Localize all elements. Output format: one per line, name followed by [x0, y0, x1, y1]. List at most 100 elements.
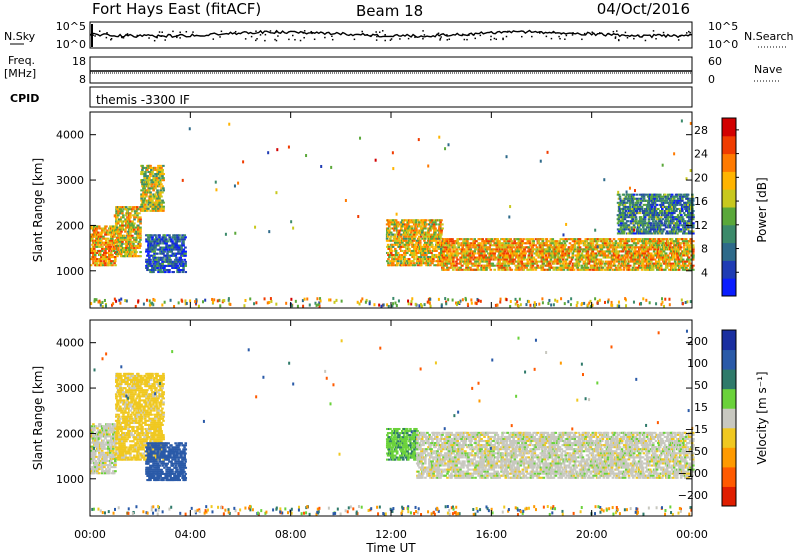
nsearch-dot: [94, 35, 96, 37]
echo-cell: [440, 234, 443, 236]
echo-cell: [435, 254, 438, 256]
echo-cell: [557, 252, 560, 254]
echo-cell: [184, 265, 187, 267]
nsearch-dot: [106, 32, 108, 34]
echo-cell: [420, 236, 423, 238]
echo-cell: [162, 177, 165, 179]
echo-region: [90, 225, 117, 266]
echo-cell: [595, 257, 598, 259]
echo-cell: [485, 267, 488, 269]
echo-cell: [125, 214, 128, 216]
echo-cell: [662, 230, 665, 232]
echo-cell: [505, 259, 508, 261]
echo-cell: [498, 244, 501, 246]
nsearch-dot: [468, 34, 470, 36]
echo-cell: [121, 212, 124, 214]
echo-cell: [624, 212, 627, 214]
echo-cell: [434, 248, 437, 250]
echo-cell: [597, 240, 600, 242]
echo-cell: [396, 244, 399, 246]
nsearch-dot: [276, 31, 278, 32]
nsky-tick-bottom: 10^0: [56, 38, 86, 51]
echo-cell: [606, 240, 609, 242]
echo-cell: [586, 265, 589, 267]
nsearch-dot: [255, 30, 257, 32]
echo-cell: [478, 263, 481, 265]
echo-cell: [168, 257, 171, 259]
echo-cell: [113, 262, 116, 264]
echo-cell: [658, 257, 661, 259]
echo-cell: [628, 240, 631, 242]
echo-cell: [128, 222, 131, 224]
echo-cell: [638, 259, 641, 261]
echo-cell: [156, 189, 159, 191]
echo-cell: [104, 250, 107, 252]
echo-cell: [117, 214, 120, 216]
echo-cell: [678, 263, 681, 265]
echo-cell: [477, 269, 480, 271]
echo-cell: [650, 252, 653, 254]
nsearch-dot: [447, 39, 449, 41]
echo-cell: [433, 234, 436, 236]
echo-cell: [562, 261, 565, 263]
echo-cell: [456, 250, 459, 252]
echo-cell: [134, 253, 137, 255]
echo-cell: [163, 251, 166, 253]
echo-cell: [569, 242, 572, 244]
echo-cell: [132, 225, 135, 227]
echo-cell: [144, 173, 147, 175]
nsearch-dot: [277, 35, 279, 37]
nsearch-dot: [584, 33, 586, 35]
nsearch-dot: [391, 38, 393, 40]
echo-cell: [541, 254, 544, 256]
echo-cell: [527, 246, 530, 248]
date-label: 04/Oct/2016: [597, 0, 690, 18]
echo-cell: [563, 246, 566, 248]
nsky-tick-right-top: 10^5: [708, 20, 738, 33]
echo-cell: [536, 265, 539, 267]
echo-cell: [104, 227, 107, 229]
echo-cell: [572, 267, 575, 269]
echo-cell: [160, 167, 163, 169]
echo-cell: [504, 265, 507, 267]
echo-cell: [133, 247, 136, 249]
echo-cell: [429, 230, 432, 232]
echo-cell: [397, 262, 400, 264]
echo-cell: [184, 247, 187, 249]
echo-cell: [180, 259, 183, 261]
nsearch-dot: [255, 40, 257, 42]
echo-cell: [452, 261, 455, 263]
echo-cell: [483, 246, 486, 248]
echo-cell: [404, 246, 407, 248]
echo-cell: [397, 221, 400, 223]
echo-cell: [177, 267, 180, 269]
echo-cell: [105, 240, 108, 242]
echo-cell: [183, 259, 186, 261]
echo-cell: [619, 198, 622, 200]
echo-cell: [636, 210, 639, 212]
echo-cell: [560, 261, 563, 263]
echo-cell: [96, 246, 99, 248]
cpid-text: themis -3300 IF: [96, 93, 190, 107]
echo-cell: [634, 248, 637, 250]
echo-cell: [184, 236, 187, 238]
nsearch-dot: [256, 38, 258, 40]
echo-cell: [628, 226, 631, 228]
echo-cell: [488, 261, 491, 263]
echo-cell: [562, 259, 565, 261]
echo-cell: [168, 236, 171, 238]
nsearch-dot: [106, 37, 108, 39]
echo-cell: [587, 269, 590, 271]
nsearch-dot: [361, 31, 363, 33]
nsearch-dot: [384, 40, 386, 42]
echo-cell: [619, 196, 622, 198]
nsearch-dot: [627, 37, 629, 39]
nsearch-dot: [439, 39, 441, 41]
echo-cell: [660, 267, 663, 269]
nsearch-dot: [558, 36, 560, 38]
echo-cell: [441, 227, 444, 229]
echo-cell: [531, 259, 534, 261]
echo-cell: [161, 259, 164, 261]
echo-cell: [116, 216, 119, 218]
nsearch-dot: [245, 38, 247, 40]
